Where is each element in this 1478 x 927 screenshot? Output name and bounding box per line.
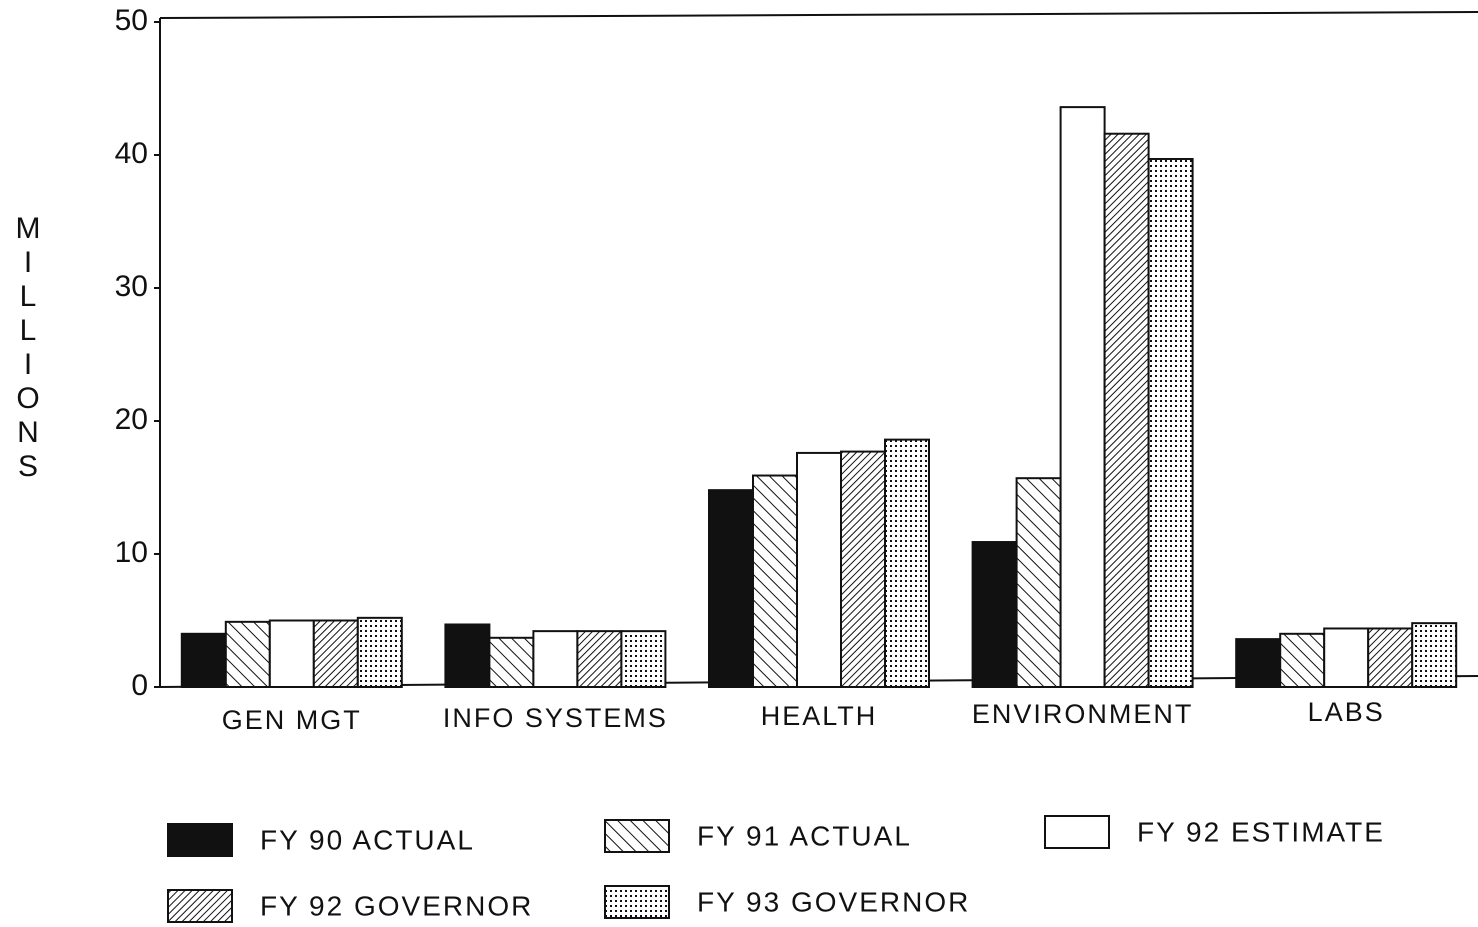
x-tick-label: LABS — [1308, 697, 1385, 727]
bar — [312, 619, 359, 688]
bar — [356, 616, 403, 689]
bar — [1235, 638, 1282, 688]
legend-label: FY 90 ACTUAL — [260, 824, 475, 855]
legend-label: FY 91 ACTUAL — [697, 820, 912, 851]
bar — [1411, 622, 1458, 688]
bar — [1367, 627, 1414, 688]
legend-swatch — [167, 823, 233, 857]
bar — [532, 630, 579, 689]
bar — [796, 451, 842, 689]
y-tick-label: 40 — [115, 137, 148, 170]
bar — [1323, 627, 1370, 688]
bar — [268, 619, 315, 688]
bar — [752, 474, 798, 688]
legend-swatch — [1044, 815, 1110, 849]
bar — [224, 620, 271, 689]
y-tick-label: 20 — [115, 403, 148, 436]
x-tick-label: INFO SYSTEMS — [443, 703, 668, 733]
legend-label: FY 92 ESTIMATE — [1137, 816, 1385, 847]
x-tick-label: GEN MGT — [222, 705, 362, 735]
bar — [180, 632, 227, 688]
legend-swatch — [604, 885, 670, 919]
bar — [1103, 132, 1150, 689]
y-tick-label: 10 — [115, 536, 148, 569]
bar — [884, 438, 930, 688]
legend-swatch — [604, 819, 670, 853]
bar — [1279, 632, 1326, 688]
bar — [1147, 157, 1194, 689]
legend-label: FY 92 GOVERNOR — [260, 890, 533, 921]
frame-top — [159, 11, 1478, 19]
bar — [840, 450, 886, 688]
y-tick-label: 50 — [115, 4, 148, 37]
legend-label: FY 93 GOVERNOR — [697, 886, 970, 917]
bar — [708, 489, 754, 688]
legend-swatch — [167, 889, 233, 923]
x-tick-label: HEALTH — [761, 701, 878, 731]
bar — [488, 636, 535, 688]
bar — [1015, 477, 1062, 688]
bar — [1059, 106, 1106, 689]
bar — [444, 623, 491, 688]
bar — [576, 630, 623, 689]
y-tick-label: 30 — [115, 270, 148, 303]
y-tick-label: 0 — [131, 669, 148, 702]
bar — [620, 630, 667, 689]
bar — [971, 541, 1018, 689]
x-tick-label: ENVIRONMENT — [972, 699, 1194, 729]
